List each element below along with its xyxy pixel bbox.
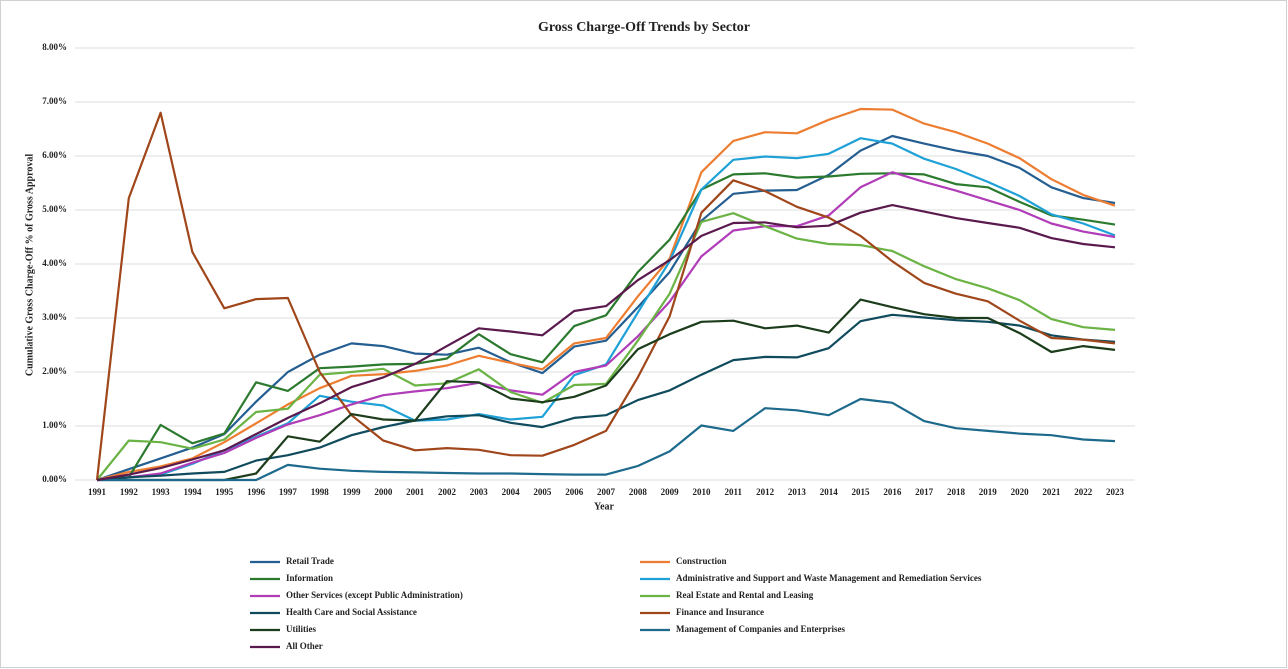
x-tick-label: 1992: [120, 487, 139, 497]
x-tick-label: 2003: [470, 487, 489, 497]
x-tick-label: 1996: [247, 487, 266, 497]
x-tick-label: 2012: [756, 487, 775, 497]
y-tick-label: 3.00%: [42, 312, 67, 322]
x-tick-label: 2021: [1042, 487, 1061, 497]
x-tick-label: 2011: [724, 487, 742, 497]
x-tick-label: 1998: [311, 487, 330, 497]
series-line: [96, 204, 1116, 482]
x-tick-label: 2004: [502, 487, 521, 497]
series-line: [96, 313, 1116, 482]
x-tick-label: 2023: [1106, 487, 1125, 497]
x-tick-label: 1997: [279, 487, 298, 497]
legend-label: Other Services (except Public Administra…: [286, 590, 463, 600]
legend-label: Administrative and Support and Waste Man…: [676, 573, 982, 583]
legend-label: All Other: [286, 641, 323, 651]
y-tick-label: 5.00%: [42, 204, 67, 214]
series-line: [97, 397, 1116, 482]
legend-label: Construction: [676, 556, 727, 566]
x-tick-label: 2007: [597, 487, 616, 497]
x-tick-label: 2006: [565, 487, 584, 497]
x-tick-label: 1991: [88, 487, 107, 497]
legend-label: Information: [286, 573, 333, 583]
x-tick-label: 2022: [1074, 487, 1093, 497]
chart-title: Gross Charge-Off Trends by Sector: [538, 20, 750, 35]
legend-label: Management of Companies and Enterprises: [676, 624, 845, 634]
x-tick-label: 2014: [820, 487, 839, 497]
series-line: [96, 107, 1116, 482]
series-line: [96, 134, 1116, 482]
x-tick-label: 2000: [374, 487, 393, 497]
legend-label: Real Estate and Rental and Leasing: [676, 590, 814, 600]
y-tick-label: 7.00%: [42, 96, 67, 106]
x-axis-title: Year: [594, 501, 615, 512]
x-tick-label: 2005: [533, 487, 552, 497]
x-tick-label: 1999: [343, 487, 362, 497]
x-tick-label: 2013: [788, 487, 807, 497]
y-tick-label: 2.00%: [42, 366, 67, 376]
x-tick-label: 2017: [915, 487, 934, 497]
x-tick-label: 2002: [438, 487, 457, 497]
x-tick-label: 2001: [406, 487, 425, 497]
y-tick-label: 8.00%: [42, 42, 67, 52]
series-line: [96, 172, 1116, 482]
legend-label: Health Care and Social Assistance: [286, 607, 417, 617]
series-line: [97, 298, 1116, 482]
y-tick-label: 6.00%: [42, 150, 67, 160]
x-tick-label: 1995: [215, 487, 234, 497]
x-tick-label: 2018: [947, 487, 966, 497]
x-tick-label: 2009: [661, 487, 680, 497]
x-tick-label: 2019: [979, 487, 998, 497]
legend-label: Finance and Insurance: [676, 607, 764, 617]
x-tick-label: 2016: [883, 487, 902, 497]
series-line: [95, 111, 1116, 481]
x-tick-label: 2020: [1011, 487, 1030, 497]
x-tick-label: 2015: [852, 487, 871, 497]
x-tick-label: 1993: [152, 487, 171, 497]
x-tick-label: 2010: [692, 487, 711, 497]
legend-label: Utilities: [286, 624, 316, 634]
y-tick-label: 1.00%: [42, 420, 67, 430]
y-axis-title: Cumulative Gross Charge-Off % of Gross A…: [24, 154, 35, 376]
x-tick-label: 1994: [183, 487, 202, 497]
y-tick-label: 0.00%: [42, 474, 67, 484]
legend-label: Retail Trade: [286, 556, 334, 566]
x-tick-label: 2008: [629, 487, 648, 497]
series-line: [96, 171, 1116, 482]
y-tick-label: 4.00%: [42, 258, 67, 268]
